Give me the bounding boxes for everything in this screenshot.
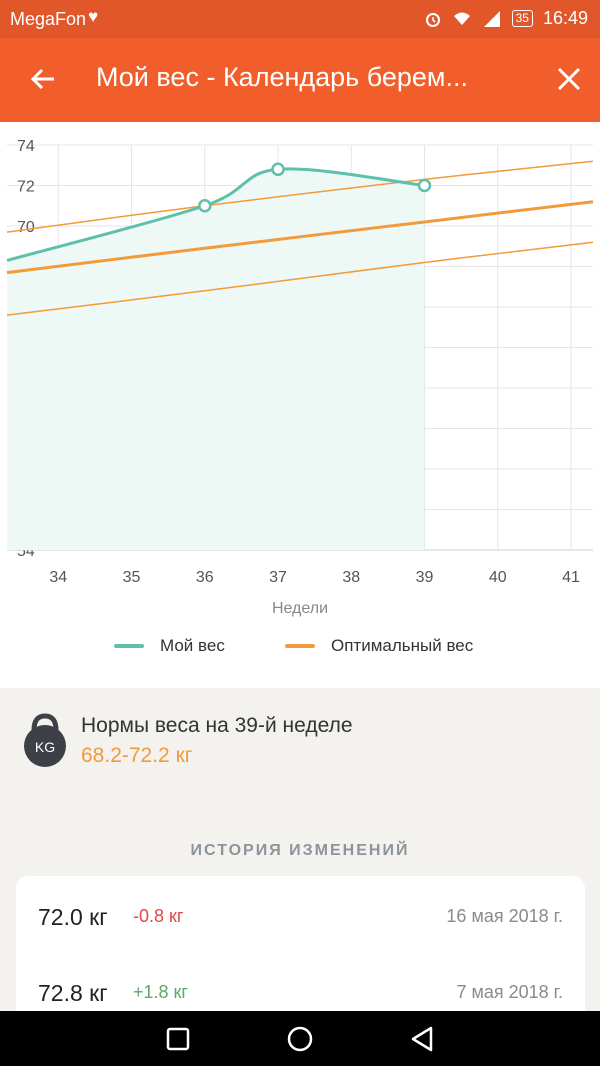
history-delta: +1.8 кг — [133, 982, 188, 1002]
legend-label-my-weight: Мой вес — [160, 636, 225, 655]
my-weight-area — [7, 168, 425, 551]
history-row[interactable]: 72.8 кг +1.8 кг 7 мая 2018 г. — [16, 974, 585, 1014]
wifi-icon — [453, 12, 470, 25]
my-weight-point — [417, 178, 432, 193]
clock-time: 16:49 — [542, 8, 588, 28]
x-axis-label: Недели — [272, 600, 328, 617]
x-tick-label: 40 — [489, 569, 507, 586]
x-tick-label: 36 — [196, 569, 214, 586]
legend-label-optimal: Оптимальный вес — [331, 636, 474, 655]
legend-swatch-my-weight — [114, 644, 144, 648]
history-card: 72.0 кг -0.8 кг 16 мая 2018 г. 72.8 кг +… — [16, 876, 585, 1026]
x-tick-label: 35 — [123, 569, 141, 586]
kettlebell-icon: KG — [24, 713, 66, 767]
carrier-label: MegaFon — [10, 9, 87, 29]
weight-chart-card: 54565860626466687072743435363738394041Не… — [0, 122, 600, 688]
y-tick-label: 70 — [17, 219, 35, 236]
arrow-left-icon[interactable] — [26, 62, 60, 96]
optimal-lower-line — [6, 241, 594, 316]
close-icon[interactable] — [552, 62, 586, 96]
legend-swatch-optimal — [285, 644, 315, 648]
my-weight-line — [6, 167, 425, 262]
norms-range: 68.2-72.2 кг — [81, 744, 193, 767]
battery-icon: 35 — [511, 10, 533, 27]
history-date: 7 мая 2018 г. — [456, 982, 563, 1002]
history-weight: 72.8 кг — [38, 980, 108, 1006]
recents-square-icon[interactable] — [164, 1025, 192, 1053]
back-triangle-icon[interactable] — [408, 1025, 436, 1053]
y-tick-label: 74 — [17, 138, 35, 155]
y-tick-label: 72 — [17, 179, 35, 196]
optimal-weight-line — [6, 200, 594, 275]
x-tick-label: 38 — [342, 569, 360, 586]
weight-chart: 54565860626466687072743435363738394041Не… — [6, 138, 594, 617]
page-title: Мой вес - Календарь берем... — [96, 62, 469, 92]
alarm-icon — [425, 12, 440, 27]
history-delta: -0.8 кг — [133, 906, 184, 926]
history-title: ИСТОРИЯ ИЗМЕНЕНИЙ — [190, 842, 410, 859]
x-tick-label: 37 — [269, 569, 287, 586]
home-circle-icon[interactable] — [286, 1025, 314, 1053]
kettlebell-label: KG — [35, 739, 55, 755]
history-weight: 72.0 кг — [38, 904, 108, 930]
norms-label: Нормы веса на 39-й неделе — [81, 714, 353, 737]
system-nav-bar — [0, 1011, 600, 1066]
x-tick-label: 41 — [562, 569, 580, 586]
signal-icon — [483, 10, 500, 27]
x-tick-label: 34 — [49, 569, 67, 586]
my-weight-point — [271, 162, 285, 177]
app-bar: Мой вес - Календарь берем... — [0, 38, 600, 122]
my-weight-point — [198, 199, 212, 213]
x-tick-label: 39 — [416, 569, 434, 586]
legend-item-optimal: Оптимальный вес — [285, 636, 473, 656]
legend-item-my-weight: Мой вес — [114, 636, 225, 656]
weight-norms-section: KG Нормы веса на 39-й неделе 68.2-72.2 к… — [0, 688, 600, 818]
health-heart-icon: ♥ — [88, 7, 99, 26]
history-date: 16 мая 2018 г. — [446, 906, 563, 926]
optimal-upper-line — [6, 160, 594, 233]
history-row[interactable]: 72.0 кг -0.8 кг 16 мая 2018 г. — [16, 898, 585, 938]
status-bar: MegaFon ♥ 35 16:49 — [0, 0, 600, 38]
